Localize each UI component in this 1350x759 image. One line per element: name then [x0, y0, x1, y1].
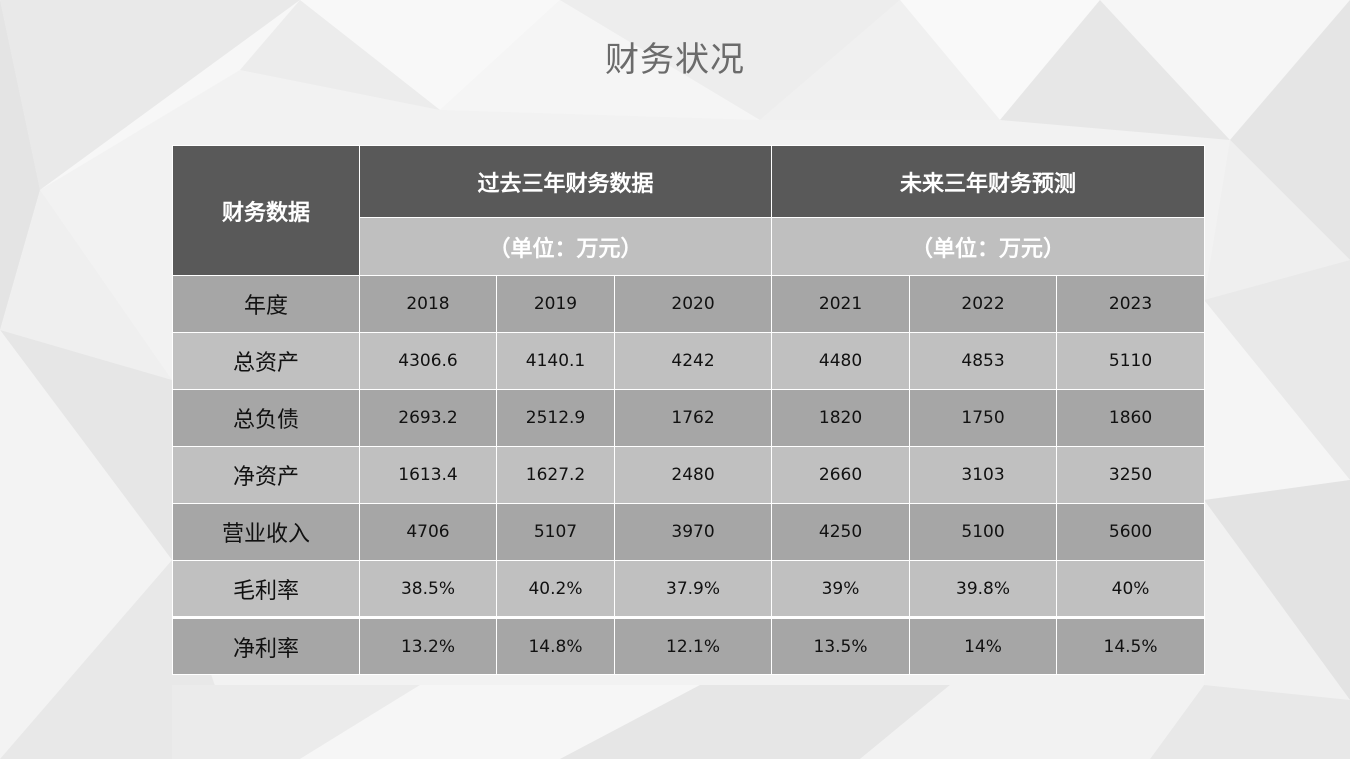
table-cell: 38.5%	[359, 560, 497, 618]
unit-label-past: （单位：万元）	[358, 217, 773, 276]
year-cell: 2021	[771, 275, 911, 333]
corner-header: 财务数据	[172, 145, 360, 276]
table-cell: 13.5%	[771, 616, 911, 675]
table-cell: 14.5%	[1056, 616, 1206, 675]
table-cell: 4306.6	[359, 332, 497, 390]
table-cell: 4140.1	[496, 332, 615, 390]
group-header-future: 未来三年财务预测	[771, 145, 1206, 218]
table-cell: 4242	[613, 332, 773, 390]
table-row: 净利率 13.2% 14.8% 12.1% 13.5% 14% 14.5%	[172, 616, 1206, 675]
table-cell: 13.2%	[359, 616, 497, 675]
table-row-years: 年度 2018 2019 2020 2021 2022 2023	[172, 275, 1206, 333]
year-cell: 2022	[909, 275, 1058, 333]
table-row: 净资产 1613.4 1627.2 2480 2660 3103 3250	[172, 446, 1206, 504]
group-header-past: 过去三年财务数据	[358, 145, 773, 218]
table-cell: 39%	[771, 560, 911, 618]
table-cell: 1860	[1056, 389, 1206, 447]
row-label: 毛利率	[172, 560, 360, 618]
table-cell: 12.1%	[613, 616, 773, 675]
year-cell: 2020	[613, 275, 773, 333]
table-cell: 5100	[909, 503, 1058, 561]
table-cell: 3103	[909, 446, 1058, 504]
table-row: 营业收入 4706 5107 3970 4250 5100 5600	[172, 503, 1206, 561]
table-cell: 4480	[771, 332, 911, 390]
table-cell: 4250	[771, 503, 911, 561]
year-cell: 2018	[359, 275, 497, 333]
row-label: 净利率	[172, 616, 360, 675]
table-cell: 14.8%	[496, 616, 615, 675]
table-cell: 40.2%	[496, 560, 615, 618]
table-cell: 3250	[1056, 446, 1206, 504]
table-cell: 4706	[359, 503, 497, 561]
table-row: 毛利率 38.5% 40.2% 37.9% 39% 39.8% 40%	[172, 560, 1206, 618]
table-cell: 5110	[1056, 332, 1206, 390]
table-cell: 37.9%	[613, 560, 773, 618]
year-cell: 2019	[496, 275, 615, 333]
row-label: 年度	[172, 275, 360, 333]
table-cell: 40%	[1056, 560, 1206, 618]
row-label: 总资产	[172, 332, 360, 390]
table-cell: 1750	[909, 389, 1058, 447]
row-label: 总负债	[172, 389, 360, 447]
table-cell: 2480	[613, 446, 773, 504]
table-cell: 39.8%	[909, 560, 1058, 618]
table-cell: 5107	[496, 503, 615, 561]
page-title: 财务状况	[605, 40, 745, 80]
table-cell: 1820	[771, 389, 911, 447]
table-row: 总资产 4306.6 4140.1 4242 4480 4853 5110	[172, 332, 1206, 390]
table-cell: 2512.9	[496, 389, 615, 447]
row-label: 净资产	[172, 446, 360, 504]
table-cell: 1627.2	[496, 446, 615, 504]
table-cell: 3970	[613, 503, 773, 561]
financial-table: 财务数据 过去三年财务数据 未来三年财务预测 （单位：万元） （单位：万元） 年…	[172, 145, 1206, 675]
table-cell: 4853	[909, 332, 1058, 390]
table-cell: 14%	[909, 616, 1058, 675]
table-cell: 2660	[771, 446, 911, 504]
table-cell: 1613.4	[359, 446, 497, 504]
row-label: 营业收入	[172, 503, 360, 561]
year-cell: 2023	[1056, 275, 1206, 333]
table-row: 总负债 2693.2 2512.9 1762 1820 1750 1860	[172, 389, 1206, 447]
table-cell: 5600	[1056, 503, 1206, 561]
table-cell: 1762	[613, 389, 773, 447]
table-cell: 2693.2	[359, 389, 497, 447]
unit-label-future: （单位：万元）	[771, 217, 1206, 276]
